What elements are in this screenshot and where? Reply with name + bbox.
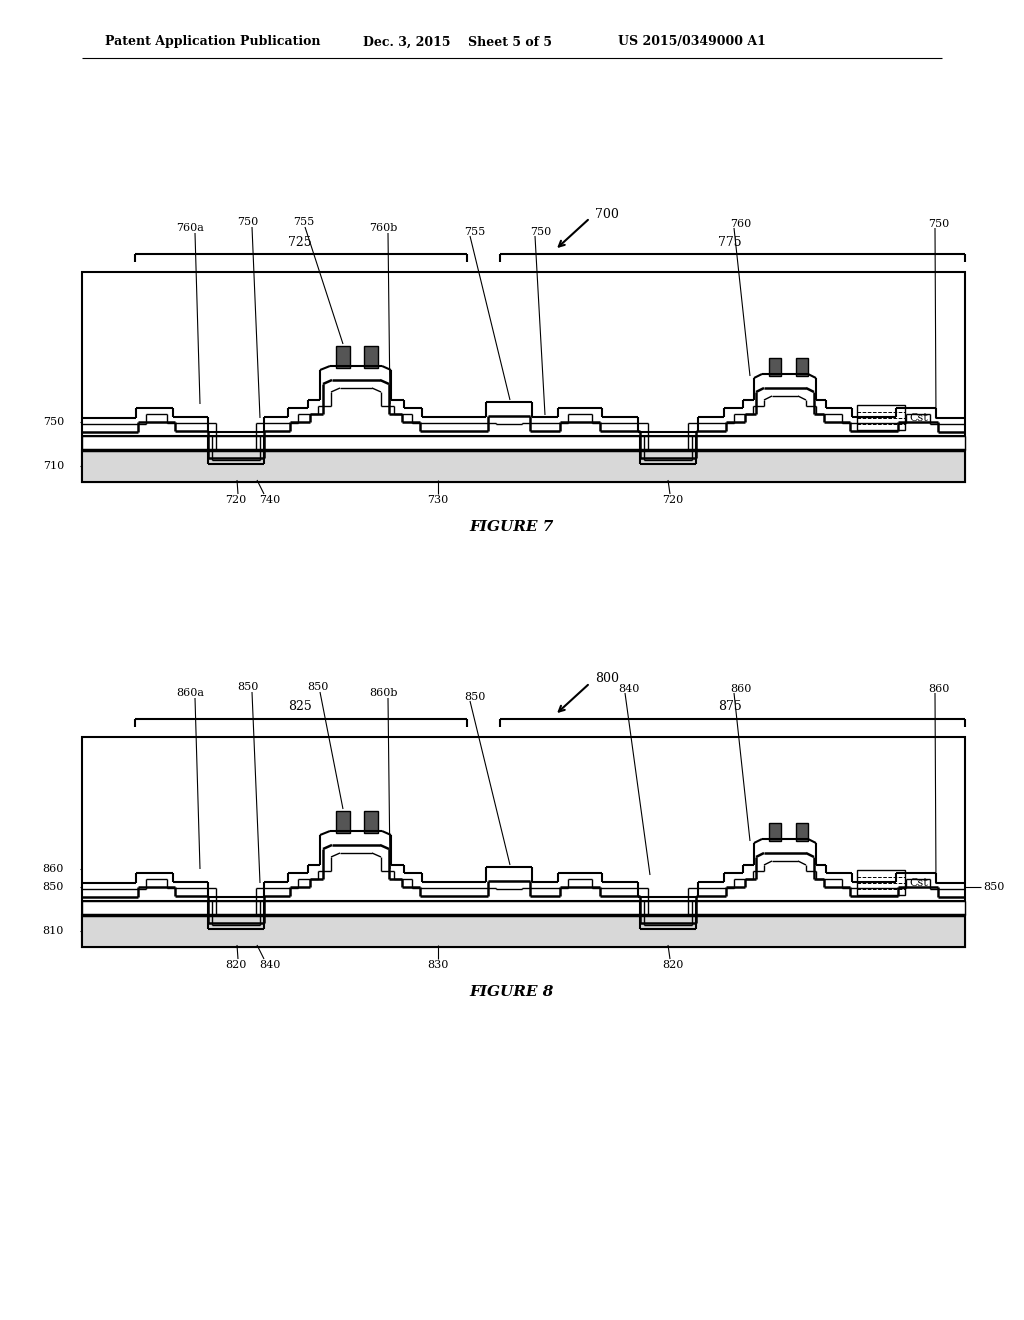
Bar: [82, 272, 965, 482]
Text: 710: 710: [43, 461, 63, 471]
Text: Dec. 3, 2015: Dec. 3, 2015: [362, 36, 451, 49]
Text: 725: 725: [288, 235, 312, 248]
Text: FIGURE 8: FIGURE 8: [470, 985, 554, 999]
Text: 860a: 860a: [176, 688, 204, 698]
Text: 875: 875: [718, 701, 741, 714]
Text: 850: 850: [307, 682, 329, 692]
Text: 755: 755: [464, 227, 485, 238]
Bar: [857, 870, 905, 895]
Bar: [769, 822, 781, 841]
Text: 720: 720: [663, 495, 684, 506]
Text: 840: 840: [259, 960, 281, 970]
Text: 750: 750: [43, 417, 63, 426]
Bar: [82, 737, 965, 946]
Bar: [82, 436, 965, 450]
Text: Patent Application Publication: Patent Application Publication: [105, 36, 321, 49]
Text: 720: 720: [225, 495, 247, 506]
Text: 755: 755: [293, 216, 314, 227]
Text: 860: 860: [43, 865, 63, 874]
Bar: [336, 810, 350, 833]
Text: 825: 825: [288, 701, 312, 714]
Text: Cst: Cst: [909, 413, 928, 422]
Bar: [796, 358, 808, 376]
Text: 750: 750: [928, 219, 949, 228]
Text: 860: 860: [928, 684, 949, 694]
Text: 740: 740: [259, 495, 281, 506]
Text: 760: 760: [730, 219, 752, 228]
Bar: [364, 810, 378, 833]
Text: 860: 860: [730, 684, 752, 694]
Text: Cst: Cst: [909, 878, 928, 888]
Text: 830: 830: [427, 960, 449, 970]
Text: 850: 850: [238, 682, 259, 692]
Bar: [796, 822, 808, 841]
Text: 840: 840: [618, 684, 639, 694]
Text: 750: 750: [530, 227, 551, 238]
Bar: [82, 915, 965, 946]
Text: 850: 850: [983, 882, 1005, 892]
Text: 760b: 760b: [369, 223, 397, 234]
Text: FIGURE 7: FIGURE 7: [470, 520, 554, 535]
Text: 850: 850: [43, 882, 63, 892]
Text: 860b: 860b: [369, 688, 397, 698]
Text: 750: 750: [238, 216, 259, 227]
Text: 760a: 760a: [176, 223, 204, 234]
Text: 775: 775: [718, 235, 741, 248]
Bar: [336, 346, 350, 368]
Text: US 2015/0349000 A1: US 2015/0349000 A1: [618, 36, 766, 49]
Bar: [82, 902, 965, 915]
Bar: [857, 405, 905, 430]
Text: Sheet 5 of 5: Sheet 5 of 5: [468, 36, 552, 49]
Text: 700: 700: [595, 207, 618, 220]
Text: 730: 730: [427, 495, 449, 506]
Text: 850: 850: [464, 692, 485, 702]
Bar: [364, 346, 378, 368]
Text: 820: 820: [225, 960, 247, 970]
Text: 810: 810: [43, 927, 63, 936]
Text: 800: 800: [595, 672, 618, 685]
Bar: [769, 358, 781, 376]
Text: 820: 820: [663, 960, 684, 970]
Bar: [82, 450, 965, 482]
